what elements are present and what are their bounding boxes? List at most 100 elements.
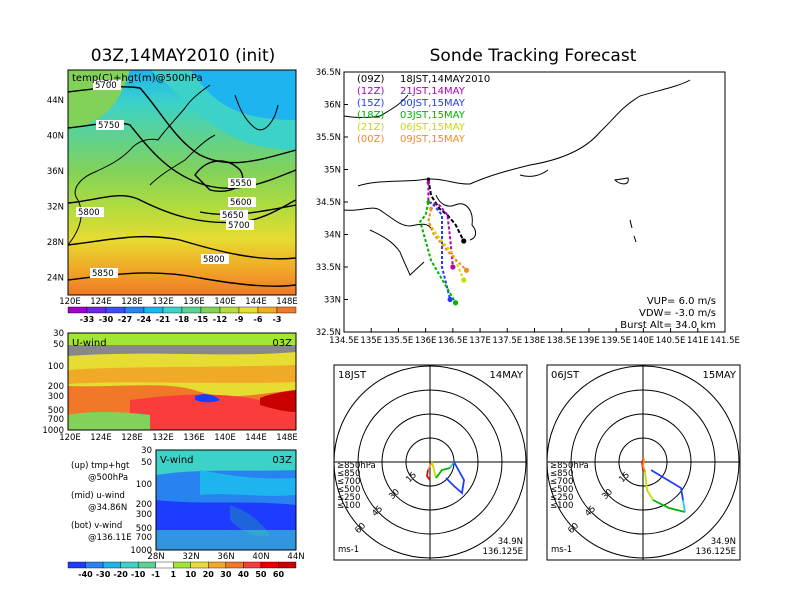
launch-point <box>426 180 431 185</box>
hodograph-trace <box>431 461 437 479</box>
contour-label: 5700 <box>95 81 117 91</box>
coastline <box>234 94 279 131</box>
island <box>629 219 633 229</box>
hodograph-trace <box>426 469 431 481</box>
wind-colorbar-swatch <box>85 561 104 569</box>
hodograph-trace <box>644 471 654 501</box>
colorbar-label: -33 <box>80 315 94 324</box>
wind-colorbar-swatch <box>173 561 191 569</box>
lat-tick: 32N <box>182 552 199 562</box>
cold-region-core <box>190 70 296 120</box>
v-wind-frame <box>155 449 297 551</box>
wind-colorbar-swatch <box>155 561 174 569</box>
legend-bot-line2: @136.11E <box>88 533 132 543</box>
coastline-shikoku-south <box>369 229 425 276</box>
wind-colorbar-swatch <box>120 561 139 569</box>
location-lat: 34.9N <box>711 537 736 547</box>
pressure-tick: 500 <box>136 524 152 534</box>
colorbar-swatch <box>200 306 221 314</box>
track-legend-time: 03JST,15MAY <box>400 110 466 121</box>
contour-label: 5800 <box>78 208 100 218</box>
lon-tick: 124E <box>90 297 112 307</box>
colorbar-swatch <box>143 306 164 314</box>
lon-tick: 136.5E <box>438 336 468 346</box>
landing-point <box>452 300 459 306</box>
track-line <box>427 201 452 300</box>
contour-label: 5800 <box>203 255 225 265</box>
hodograph-trace <box>445 461 465 495</box>
wind-colorbar-swatch <box>208 561 227 569</box>
lon-tick: 132E <box>152 433 174 443</box>
u-wind-core <box>260 390 296 412</box>
pressure-tick: 1000 <box>130 546 152 556</box>
pressure-tick: 30 <box>53 329 64 339</box>
colorbar-label: -15 <box>194 315 209 324</box>
contour-label: 5700 <box>228 221 250 231</box>
lat-tick: 35N <box>324 166 341 176</box>
pressure-tick: 50 <box>141 458 152 468</box>
coastline-kii <box>435 194 477 241</box>
ascent-rate: VUP= 6.0 m/s <box>647 296 716 307</box>
lat-tick: 40N <box>252 552 269 562</box>
colorbar-swatch <box>238 306 259 314</box>
hodograph-rings <box>334 365 527 560</box>
speed-unit: ms-1 <box>338 545 359 555</box>
coastline-shikoku-north <box>344 207 433 231</box>
lon-tick: 132E <box>152 297 174 307</box>
pressure-level-key: ≤500 <box>550 485 573 495</box>
track-legend-time: 00JST,15MAY <box>400 98 466 109</box>
left-title: 03Z,14MAY2010 (init) <box>91 46 276 66</box>
hodograph-time: 18JST <box>338 370 367 381</box>
u-wind-easterly <box>195 394 220 403</box>
sonde-track-map: 36.5N 36N 35.5N 35N 34.5N 34N 33.5N 33N 32.5N134… <box>316 68 740 346</box>
pressure-tick: 500 <box>48 406 64 416</box>
lat-tick: 36.5N <box>316 68 341 78</box>
pressure-level-key: ≤850 <box>550 469 573 479</box>
coastline-honshu <box>357 79 691 187</box>
pressure-level-key: ≤250 <box>337 493 360 503</box>
track-line <box>427 179 465 242</box>
lon-tick: 140E <box>633 336 655 346</box>
wind-colorbar-swatch <box>243 561 262 569</box>
colorbar-swatch <box>181 306 202 314</box>
hodograph-time: 06JST <box>551 370 580 381</box>
contour-label: 5600 <box>230 198 252 208</box>
contour-label-bg <box>228 197 256 207</box>
lat-tick: 28N <box>147 552 164 562</box>
track-line <box>427 208 468 271</box>
track-legend-time: 09JST,15MAY <box>400 134 466 145</box>
lon-tick: 134.5E <box>329 336 359 346</box>
u-wind-band <box>68 411 150 430</box>
colorbar-label: -30 <box>99 315 114 324</box>
track-legend-time: 21JST,14MAY <box>400 86 466 97</box>
contour-label: 5750 <box>98 121 120 131</box>
u-wind-time: 03Z <box>272 338 292 349</box>
lat-tick: 24N <box>47 274 64 284</box>
lat-tick: 33N <box>324 296 341 306</box>
lon-tick: 144E <box>245 433 267 443</box>
v-wind-band <box>156 530 296 550</box>
legend-mid-line1: (mid) u-wind <box>71 491 125 501</box>
lon-tick: 120E <box>59 433 81 443</box>
colorbar-swatch <box>124 306 145 314</box>
track-line <box>419 201 457 304</box>
legend-up-line1: (up) tmp+hgt <box>71 461 130 471</box>
lon-tick: 136E <box>415 336 437 346</box>
contour-label: 5650 <box>222 211 244 221</box>
descent-rate: VDW= -3.0 m/s <box>639 308 716 319</box>
coastline <box>519 169 549 177</box>
pressure-tick: 30 <box>141 446 152 456</box>
track-legend-code: (18Z) <box>357 110 384 121</box>
pressure-tick: 100 <box>48 362 64 372</box>
lon-tick: 120E <box>59 297 81 307</box>
wind-colorbar-label: 50 <box>255 570 267 579</box>
hodograph-trace <box>642 457 646 473</box>
location-lon: 136.125E <box>695 547 736 557</box>
island <box>633 235 637 243</box>
contour-label-bg <box>228 178 256 188</box>
colorbar-label: -9 <box>235 315 244 324</box>
lon-tick: 136E <box>183 297 205 307</box>
pressure-level-key: ≤100 <box>550 501 573 511</box>
